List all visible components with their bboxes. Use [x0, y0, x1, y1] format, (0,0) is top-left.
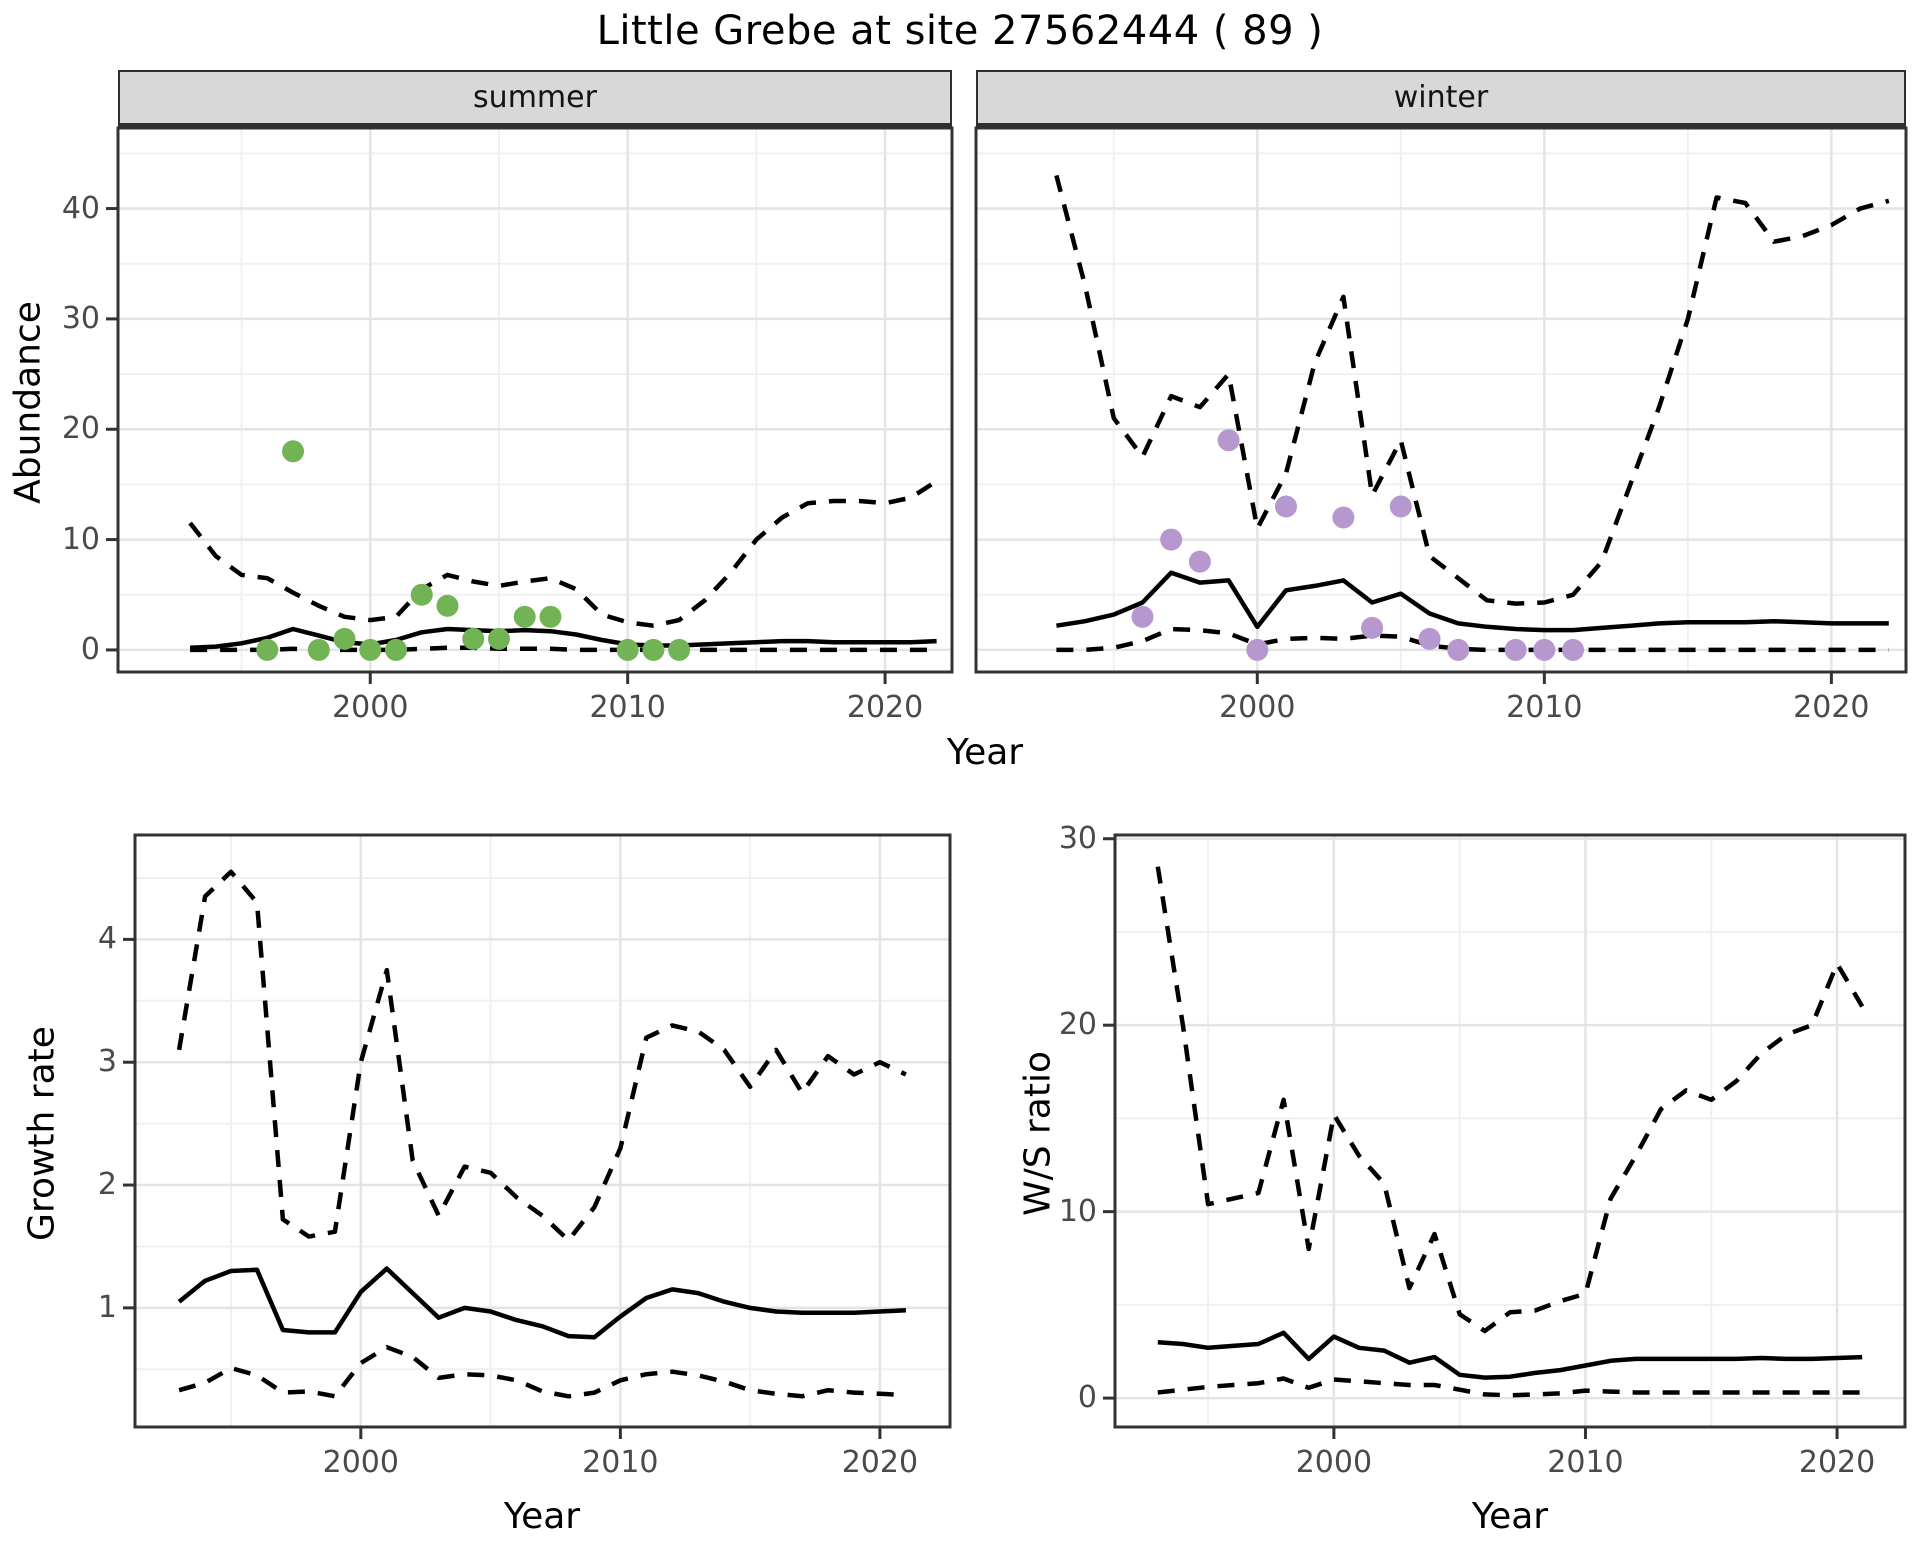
abundance-summer-observation-point	[410, 583, 433, 606]
abundance-summer-observation-point	[513, 605, 536, 628]
abundance-axis-title: Abundance	[7, 301, 49, 504]
abundance-winter-observation-point	[1562, 638, 1585, 661]
abundance-winter-observation-point	[1361, 616, 1384, 639]
abundance-summer-y-tick-label: 0	[80, 631, 100, 667]
abundance-winter-observation-point	[1217, 429, 1240, 452]
abundance-winter-observation-point	[1389, 495, 1412, 518]
growth-rate-y-tick-label: 3	[97, 1044, 117, 1080]
abundance-winter-observation-point	[1418, 627, 1441, 650]
abundance-summer-observation-point	[282, 440, 305, 463]
abundance-summer-y-tick-label: 20	[61, 411, 100, 447]
year-axis-title-growth: Year	[503, 1496, 581, 1537]
ws-ratio-y-tick-label: 30	[1058, 820, 1097, 856]
ws-ratio-panel-bg	[1115, 835, 1905, 1427]
year-axis-title-top: Year	[946, 732, 1024, 773]
abundance-summer-y-tick-label: 30	[61, 300, 100, 336]
abundance-summer-observation-point	[256, 638, 279, 661]
growth-rate-x-tick-label: 2000	[322, 1445, 399, 1480]
growth-rate-y-tick-label: 4	[97, 921, 117, 957]
facet-strip-summer: summer	[118, 70, 952, 128]
abundance-winter-observation-point	[1188, 550, 1211, 573]
figure-title: Little Grebe at site 27562444 ( 89 )	[596, 8, 1324, 54]
abundance-summer-observation-point	[539, 605, 562, 628]
ws-ratio-y-tick-label: 10	[1058, 1193, 1097, 1229]
growth-rate-y-tick-label: 1	[97, 1289, 117, 1325]
abundance-winter-x-tick-label: 2000	[1219, 690, 1296, 725]
abundance-winter-observation-point	[1246, 638, 1269, 661]
year-axis-title-ws: Year	[1471, 1496, 1549, 1537]
ws-ratio-x-tick-label: 2010	[1547, 1445, 1624, 1480]
abundance-summer-observation-point	[333, 627, 356, 650]
abundance-summer-observation-point	[487, 627, 510, 650]
abundance-summer-observation-point	[462, 627, 485, 650]
abundance-summer-x-tick-label: 2010	[589, 690, 666, 725]
ws-ratio-median-line	[1157, 1330, 1863, 1380]
growth-rate-x-tick-label: 2020	[841, 1445, 919, 1480]
ws-ratio-x-tick-label: 2000	[1295, 1445, 1373, 1480]
abundance-winter-observation-point	[1504, 638, 1527, 661]
abundance-summer-x-tick-label: 2020	[846, 690, 924, 725]
ws-ratio-y-tick-label: 20	[1058, 1007, 1097, 1043]
abundance-summer-observation-point	[436, 594, 459, 617]
abundance-summer-y-tick-label: 10	[61, 521, 100, 557]
growth-rate-median-line	[177, 1266, 907, 1340]
abundance-summer-observation-point	[359, 638, 382, 661]
abundance-winter-observation-point	[1447, 638, 1470, 661]
growth-rate-axis-title: Growth rate	[21, 1026, 63, 1241]
abundance-winter-panel-border	[974, 126, 1908, 674]
growth-rate-upper_95ci-line	[176, 869, 907, 1243]
growth-rate-lower_95ci-line	[178, 1344, 907, 1399]
abundance-winter-median-line	[1056, 570, 1889, 633]
abundance-summer-upper_95ci-line	[188, 479, 938, 628]
growth-rate-y-tick-label: 2	[97, 1167, 117, 1203]
abundance-summer-observation-point	[642, 638, 665, 661]
facet-strip-winter-label: winter	[1393, 80, 1489, 115]
ws-ratio-panel-border	[1113, 833, 1907, 1429]
abundance-winter-observation-point	[1275, 495, 1297, 518]
growth-rate-panel-border	[133, 833, 952, 1429]
abundance-summer-panel-border	[116, 126, 954, 674]
abundance-summer-observation-point	[385, 638, 407, 661]
abundance-winter-observation-point	[1160, 528, 1183, 551]
abundance-winter-panel-bg	[976, 128, 1906, 672]
abundance-winter-observation-point	[1131, 605, 1154, 628]
abundance-winter-lower_95ci-line	[1056, 626, 1889, 653]
growth-rate-x-tick-label: 2010	[582, 1445, 659, 1480]
ws-ratio-upper_95ci-line	[1155, 866, 1865, 1334]
abundance-summer-y-tick-label: 40	[61, 190, 100, 226]
abundance-summer-observation-point	[668, 638, 691, 661]
abundance-summer-observation-point	[307, 638, 330, 661]
ws-ratio-y-tick-label: 0	[1077, 1380, 1097, 1416]
abundance-winter-x-tick-label: 2010	[1506, 690, 1583, 725]
facet-strip-summer-label: summer	[473, 80, 597, 115]
abundance-winter-observation-point	[1533, 638, 1556, 661]
abundance-winter-observation-point	[1332, 506, 1355, 529]
abundance-winter-upper_95ci-line	[1054, 174, 1890, 606]
abundance-summer-x-tick-label: 2000	[332, 690, 409, 725]
facet-strip-winter: winter	[976, 70, 1906, 128]
ws-ratio-x-tick-label: 2020	[1798, 1445, 1876, 1480]
abundance-summer-observation-point	[616, 638, 639, 661]
abundance-winter-x-tick-label: 2020	[1793, 690, 1870, 725]
abundance-summer-median-line	[190, 626, 937, 650]
